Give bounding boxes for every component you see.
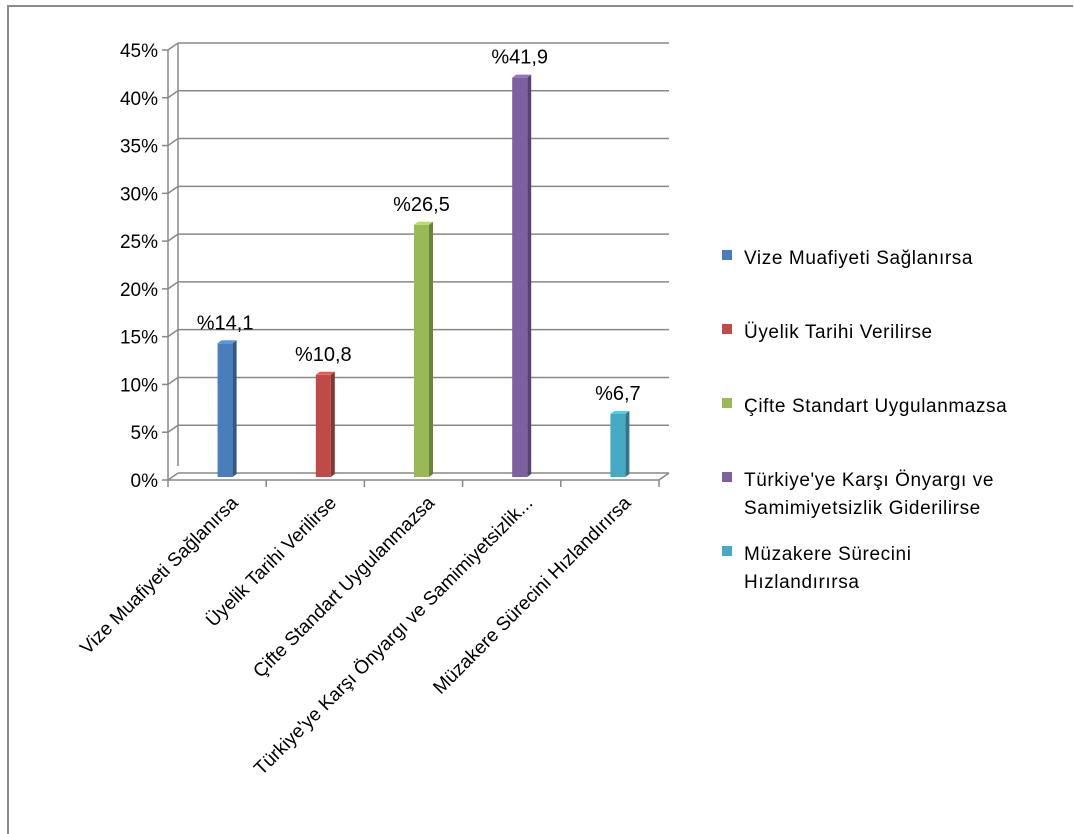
gridline-connector	[167, 185, 179, 194]
data-label: %6,7	[595, 383, 641, 405]
legend-label: Müzakere Sürecini	[744, 544, 912, 565]
legend-swatch	[722, 324, 732, 334]
legend-swatch	[722, 398, 732, 408]
legend-swatch	[722, 546, 732, 556]
legend-label: Samimiyetsizlik Giderilirse	[744, 498, 981, 519]
y-tick-label: 10%	[120, 375, 158, 396]
gridline-connector	[167, 90, 179, 99]
bars	[217, 74, 630, 477]
bar-side	[625, 410, 630, 477]
bar-top	[315, 371, 335, 375]
data-label: %41,9	[491, 47, 548, 69]
data-label: %26,5	[393, 194, 450, 216]
y-tick-label: 5%	[131, 423, 159, 444]
y-tick-label: 30%	[120, 184, 158, 205]
bar-side	[429, 221, 433, 477]
bar	[610, 413, 626, 477]
y-tick-label: 20%	[120, 280, 158, 301]
legend: Vize Muafiyeti Sağlanırsa Üyelik Tarihi V…	[722, 248, 1007, 593]
legend-label: Türkiye'ye Karşı Önyargı ve	[744, 470, 994, 491]
gridline-connector	[167, 281, 179, 290]
category-label: Çifte Standart Uygulanmazsa	[249, 492, 439, 682]
y-tick-label: 40%	[120, 89, 158, 110]
y-tick-label: 25%	[120, 232, 158, 253]
bar-top	[610, 410, 630, 414]
bar	[217, 343, 233, 477]
legend-label: Hızlandırırsa	[744, 572, 860, 593]
bar-top	[414, 221, 433, 225]
gridline-connector	[167, 42, 179, 51]
legend-label: Çifte Standart Uygulanmazsa	[744, 396, 1007, 417]
floor-edge	[658, 472, 670, 481]
bar-top	[217, 340, 237, 344]
bar-side	[527, 74, 532, 477]
category-label: Vize Muafiyeti Sağlanırsa	[76, 492, 243, 659]
y-tick-label: 15%	[120, 328, 158, 349]
gridline-connector	[167, 329, 179, 338]
y-tick-label: 45%	[120, 41, 158, 62]
bar	[414, 224, 429, 477]
gridline-connector	[167, 376, 179, 386]
gridline-connector	[167, 472, 179, 481]
category-label: Müzakere Sürecini Hızlandırırsa	[429, 492, 635, 698]
legend-swatch	[722, 472, 732, 482]
bar-side	[232, 340, 237, 477]
data-label: %14,1	[197, 312, 254, 334]
bar-side	[330, 371, 335, 477]
legend-label: Üyelik Tarihi Verilirse	[744, 322, 933, 343]
data-labels: %14,1 %10,8 %26,5 %41,9 %6,7	[197, 47, 641, 405]
legend-swatch	[722, 250, 732, 260]
axes: 0% 5% 10% 15% 20% 25% 30% 35% 40% 45%	[120, 41, 670, 492]
bar	[512, 77, 528, 477]
chart-frame	[7, 5, 1073, 834]
bar-top	[512, 74, 532, 78]
bar	[315, 374, 331, 477]
legend-label: Vize Muafiyeti Sağlanırsa	[744, 248, 973, 269]
y-tick-label: 35%	[120, 137, 158, 158]
data-label: %10,8	[295, 344, 352, 366]
gridline-connector	[167, 424, 179, 433]
gridline-connector	[167, 137, 179, 147]
y-tick-label: 0%	[131, 471, 159, 492]
gridline-connector	[167, 233, 179, 242]
